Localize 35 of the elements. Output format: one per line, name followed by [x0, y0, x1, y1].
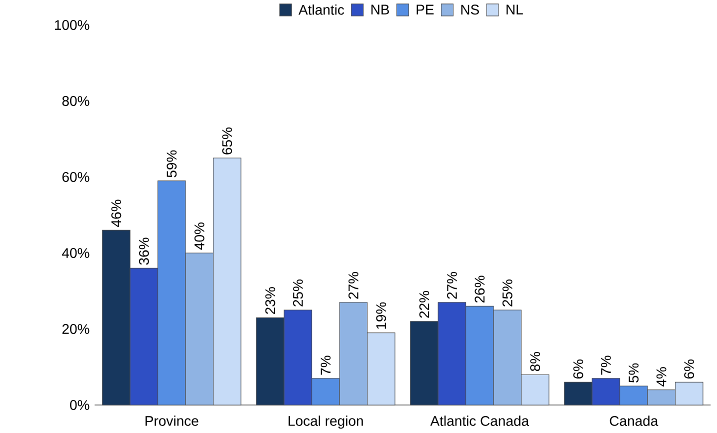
legend-label: NS: [461, 4, 479, 15]
data-label: 7%: [601, 356, 611, 375]
data-label: 46%: [111, 200, 122, 227]
x-tick-label: Atlantic Canada: [430, 416, 530, 426]
data-label: 59%: [166, 150, 177, 178]
data-label: 8%: [530, 352, 540, 372]
data-label: 5%: [628, 363, 639, 382]
data-label: 6%: [573, 360, 584, 379]
x-tick-label: Canada: [610, 416, 658, 426]
data-label: 19%: [376, 302, 386, 329]
y-tick-label: 20%: [62, 324, 90, 334]
y-tick-label: 0%: [70, 400, 90, 410]
y-tick-label: 60%: [62, 172, 90, 182]
y-tick-label: 40%: [62, 248, 90, 258]
x-tick-label: Local region: [288, 416, 363, 429]
x-tick-label: Province: [146, 416, 198, 426]
data-label: 4%: [656, 367, 666, 387]
data-label: 65%: [222, 128, 232, 154]
legend-label: NL: [506, 4, 523, 14]
data-label: 26%: [474, 276, 485, 303]
data-label: 27%: [447, 272, 457, 299]
data-label: 27%: [348, 272, 358, 299]
data-label: 36%: [139, 238, 149, 265]
data-label: 22%: [419, 290, 430, 318]
legend-label: PE: [416, 4, 434, 14]
data-label: 25%: [502, 280, 512, 306]
y-tick-label: 80%: [62, 96, 90, 106]
data-label: 23%: [265, 287, 276, 314]
legend-label: Atlantic: [298, 4, 344, 15]
data-label: 25%: [293, 280, 303, 306]
data-label: 7%: [320, 356, 331, 375]
data-label: 40%: [194, 222, 204, 250]
data-label: 6%: [684, 360, 694, 379]
legend-label: NB: [371, 4, 389, 14]
y-tick-label: 100%: [54, 20, 90, 30]
